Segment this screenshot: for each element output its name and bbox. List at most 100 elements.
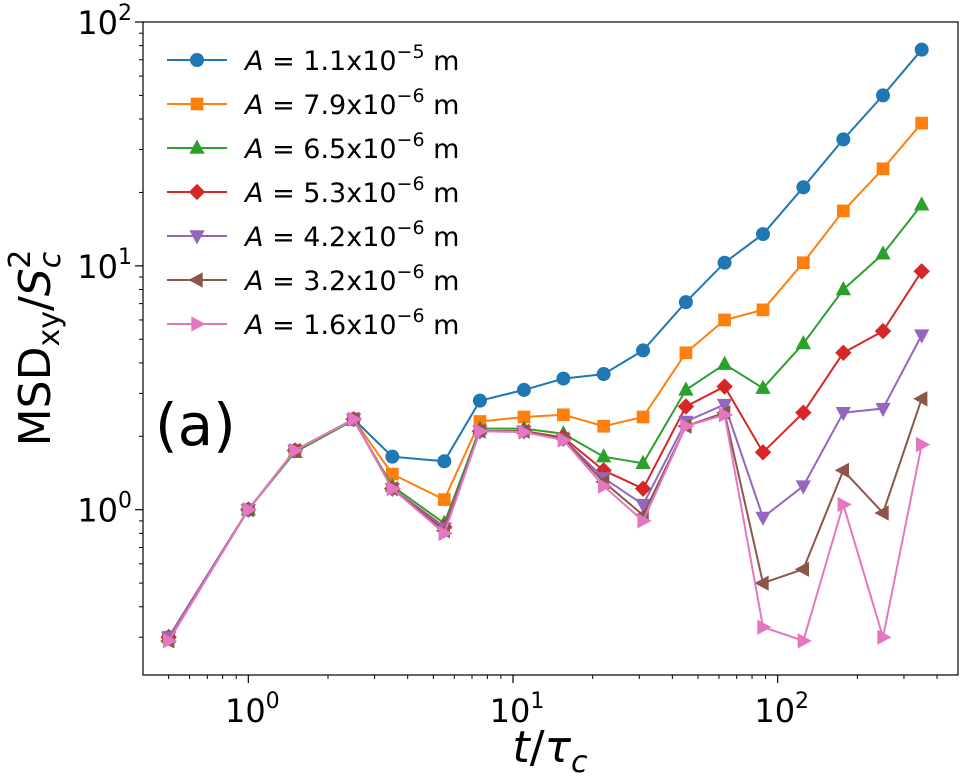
data-point	[837, 496, 852, 513]
legend-marker	[189, 230, 205, 245]
data-point	[834, 462, 850, 479]
data-point	[754, 444, 772, 461]
axis-ticks: 100 101 102 100 101 102	[77, 1, 938, 730]
data-point	[716, 378, 733, 395]
data-point	[835, 280, 851, 296]
y-tick-label: 100	[77, 489, 132, 530]
data-point	[835, 406, 851, 422]
data-point	[597, 419, 610, 433]
data-point	[755, 227, 770, 242]
legend-label: A = 4.2x10−6 m	[243, 217, 459, 253]
data-point	[677, 398, 695, 415]
legend-marker	[191, 316, 206, 332]
x-axis-label: t/τc	[512, 722, 588, 779]
legend-item: A = 3.2x10−6 m	[167, 261, 459, 297]
data-point	[915, 116, 929, 130]
data-point	[796, 180, 811, 195]
data-point	[516, 382, 531, 397]
data-point	[794, 561, 810, 577]
legend-item: A = 1.1x10−5 m	[167, 41, 459, 77]
series-line	[167, 413, 923, 643]
legend-label: A = 6.5x10−6 m	[243, 129, 459, 165]
legend-marker	[190, 97, 204, 111]
data-point	[716, 398, 733, 414]
legend-marker	[190, 53, 204, 67]
data-point	[595, 448, 612, 463]
legend-marker	[188, 272, 203, 288]
data-point	[875, 402, 891, 418]
legend-item: A = 6.5x10−6 m	[167, 129, 459, 165]
legend-marker	[189, 139, 205, 154]
data-point	[518, 424, 533, 440]
data-point	[557, 408, 570, 422]
data-point	[836, 204, 850, 218]
x-tick-label: 100	[225, 689, 280, 730]
data-point	[556, 371, 571, 386]
data-point	[754, 575, 769, 591]
data-point	[755, 511, 771, 526]
data-point	[678, 381, 694, 396]
legend-item: A = 7.9x10−6 m	[167, 85, 459, 121]
legend-item: A = 4.2x10−6 m	[167, 217, 459, 253]
data-point	[716, 355, 733, 370]
data-point	[636, 410, 650, 424]
data-point	[635, 454, 651, 470]
panel-label: (a)	[155, 391, 236, 459]
data-point	[678, 295, 693, 310]
data-point	[437, 493, 451, 506]
data-point	[914, 42, 929, 57]
data-point	[680, 418, 695, 434]
data-point	[634, 480, 652, 497]
legend-label: A = 5.3x10−6 m	[243, 173, 459, 209]
data-point	[913, 391, 928, 407]
data-point	[437, 454, 452, 469]
y-tick-label: 101	[77, 245, 132, 286]
series-layer	[160, 42, 931, 649]
data-point	[635, 498, 651, 514]
data-point	[877, 629, 892, 645]
data-point	[718, 407, 734, 423]
data-point	[913, 263, 930, 280]
data-point	[242, 502, 257, 518]
data-point	[755, 379, 771, 394]
data-point	[876, 162, 890, 176]
data-point	[795, 404, 812, 421]
legend-label: A = 3.2x10−6 m	[243, 261, 459, 297]
legend: A = 1.1x10−5 m A = 7.9x10−6 m A = 6.5x10−6…	[167, 41, 459, 341]
data-point	[596, 367, 611, 382]
y-axis-label: MSDxy/Sc2	[3, 250, 68, 447]
data-point	[386, 480, 401, 497]
data-point	[797, 633, 812, 649]
data-point	[874, 505, 889, 521]
data-point	[836, 132, 851, 147]
plot-frame	[142, 21, 959, 676]
legend-label: A = 7.9x10−6 m	[243, 85, 459, 121]
data-point	[835, 344, 852, 361]
data-point	[914, 196, 930, 211]
legend-item: A = 1.6x10−6 m	[167, 305, 459, 341]
data-point	[796, 256, 810, 270]
data-point	[557, 432, 572, 448]
data-point	[289, 442, 304, 459]
data-point	[636, 343, 651, 358]
data-point	[718, 313, 731, 327]
data-point	[876, 88, 891, 103]
data-point	[874, 322, 892, 340]
data-point	[438, 525, 453, 542]
data-point	[347, 411, 363, 427]
data-point	[757, 619, 772, 635]
legend-item: A = 5.3x10−6 m	[167, 173, 459, 209]
data-point	[717, 255, 732, 270]
data-point	[637, 513, 652, 529]
legend-label: A = 1.1x10−5 m	[243, 41, 459, 77]
data-point	[162, 633, 178, 649]
legend-label: A = 1.6x10−6 m	[243, 305, 459, 341]
data-point	[597, 478, 613, 494]
data-point	[472, 393, 487, 408]
data-point	[875, 245, 891, 260]
data-point	[914, 329, 930, 344]
data-point	[915, 436, 931, 453]
series-7	[162, 407, 931, 649]
